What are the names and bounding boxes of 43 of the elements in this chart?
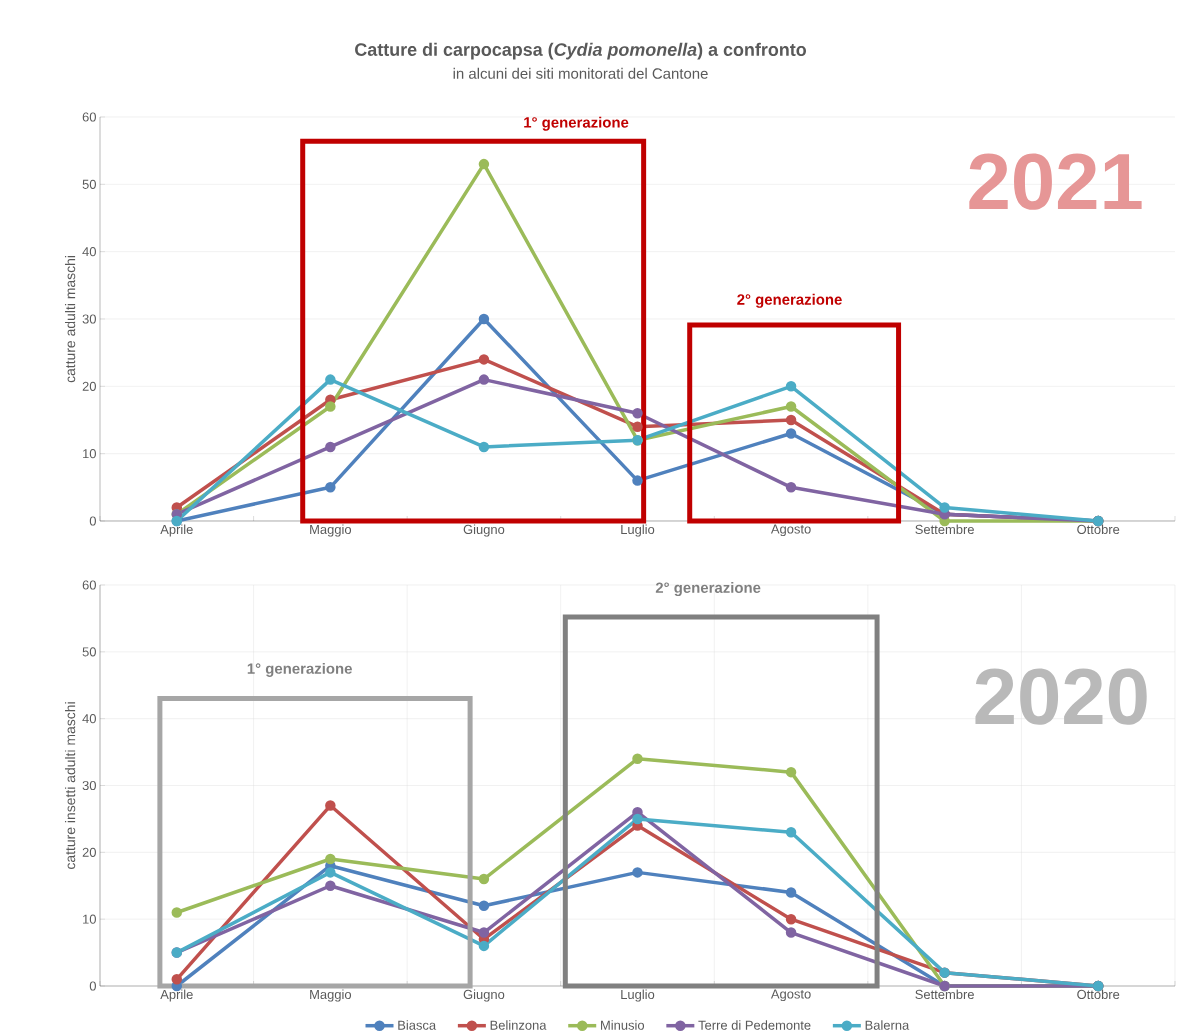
y-axis-title: catture adulti maschi [64,256,76,383]
annotation: 2021 [969,153,1142,210]
x-tick-label: Luglio [621,989,655,1002]
legend-label: Minusio [601,1020,645,1030]
y-tick-label: 20 [82,381,96,391]
x-tick-label: Ottobre [1077,989,1120,1000]
legend-label: Terre di Pedemonte [698,1020,811,1030]
y-tick-label: 40 [82,714,96,724]
y-tick-label: 0 [89,516,96,526]
y-tick-label: 10 [83,449,96,459]
legend-label: Balerna [865,1020,910,1030]
x-tick-label: Aprile [160,524,193,537]
chart-title: Catture di carpocapsa (Cydia pomonella) a confronto [355,42,806,60]
y-tick-label: 30 [82,780,96,791]
annotation: 1° generazione [524,116,629,131]
annotation: 1° generazione [247,662,352,677]
y-tick-label: 60 [82,580,96,590]
y-tick-label: 50 [82,179,96,189]
y-axis-title: catture insetti adulti maschi [64,702,76,870]
x-tick-label: Settembre [915,989,974,1000]
legend-label: Biasca [398,1020,437,1030]
x-tick-label: Giugno [463,989,505,1002]
x-tick-label: Agosto [770,989,811,1002]
x-tick-label: Aprile [160,989,193,1002]
x-tick-label: Settembre [915,524,974,535]
y-tick-label: 50 [82,647,96,657]
x-tick-label: Ottobre [1077,524,1120,535]
y-tick-label: 0 [89,981,96,991]
annotation: 2° generazione [737,293,842,308]
y-tick-label: 20 [82,847,96,857]
y-tick-label: 10 [83,914,96,924]
y-tick-label: 60 [82,112,96,122]
x-tick-label: Giugno [463,524,505,537]
x-tick-label: Maggio [310,524,352,537]
annotation: 2020 [975,668,1147,725]
chart-subtitle: in alcuni dei siti monitorati del Cantone [453,67,708,79]
x-tick-label: Luglio [621,524,655,537]
y-tick-label: 30 [82,314,96,324]
y-tick-label: 40 [82,247,96,257]
legend-label: Belinzona [490,1020,547,1030]
x-tick-label: Agosto [770,524,811,537]
x-tick-label: Maggio [310,989,352,1002]
annotation: 2° generazione [655,582,761,597]
